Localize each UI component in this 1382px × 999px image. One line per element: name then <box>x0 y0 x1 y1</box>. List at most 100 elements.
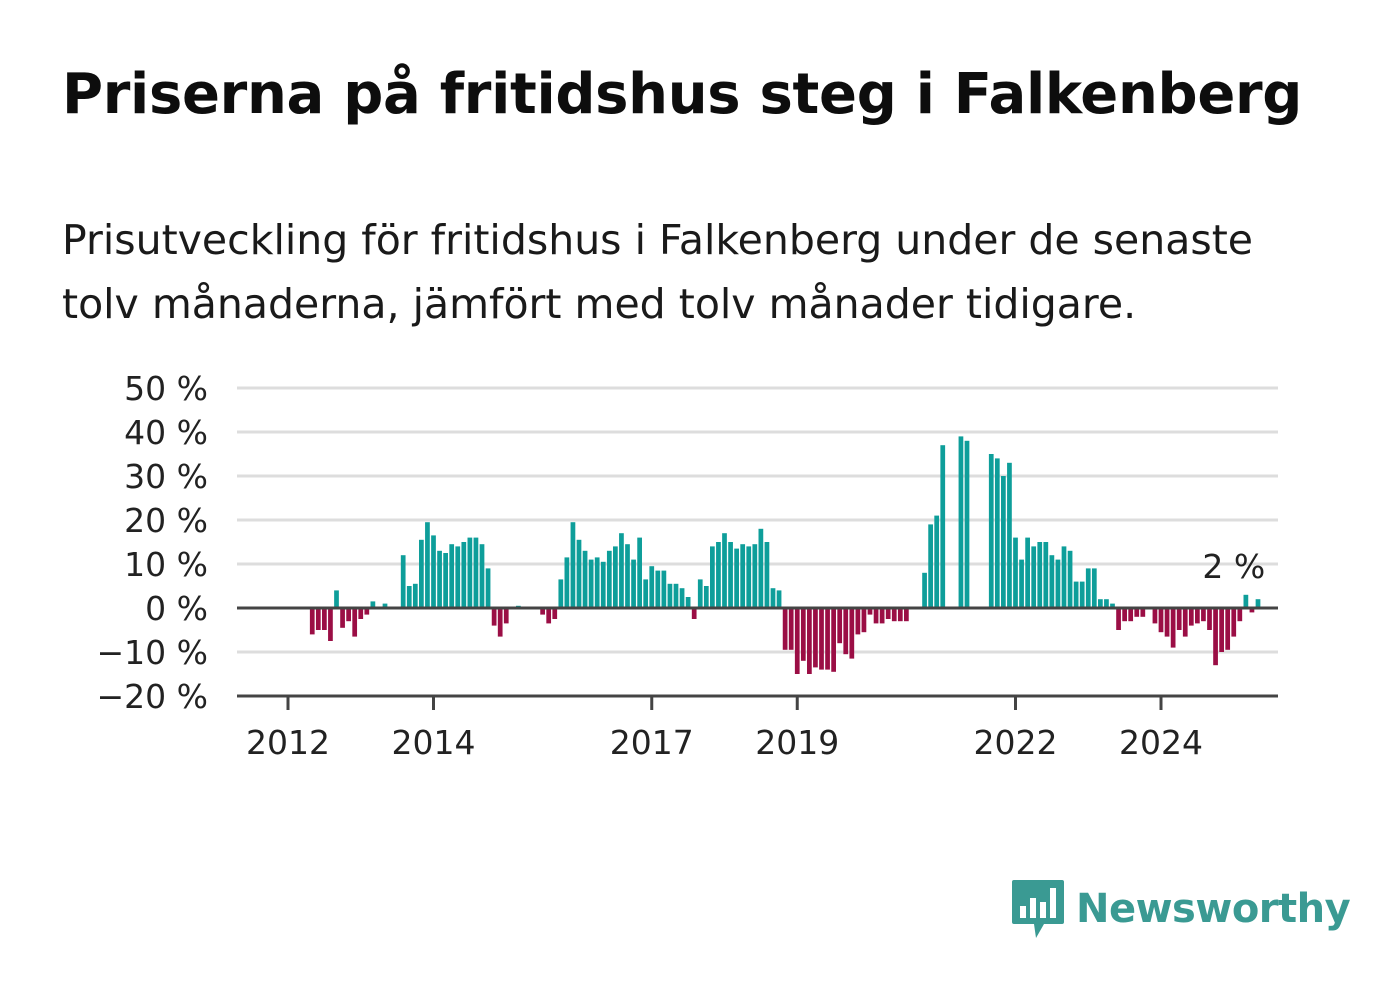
bar <box>334 590 339 608</box>
bar <box>606 550 612 608</box>
y-tick-label: −20 % <box>97 677 209 716</box>
newsworthy-logo: Newsworthy <box>1010 878 1351 940</box>
y-tick-label: −10 % <box>97 633 209 672</box>
y-tick-label: 30 % <box>124 457 208 496</box>
bar <box>467 537 473 608</box>
bar <box>315 608 321 630</box>
bar <box>788 608 794 650</box>
bar <box>425 522 430 608</box>
chart-subtitle: Prisutveckling för fritidshus i Falkenbe… <box>62 216 1254 328</box>
bar <box>582 550 588 608</box>
bar <box>782 608 788 650</box>
bar <box>594 557 600 608</box>
bar <box>1249 608 1255 613</box>
bar <box>940 445 946 608</box>
bar <box>928 524 933 608</box>
bar <box>1176 608 1182 630</box>
bar <box>994 458 1000 608</box>
bar <box>309 608 315 635</box>
bar <box>988 454 994 608</box>
bar <box>861 608 867 633</box>
x-tick-label: 2022 <box>974 723 1058 762</box>
bar <box>867 608 873 615</box>
bar <box>703 586 709 608</box>
bar <box>370 601 376 608</box>
y-tick-label: 40 % <box>124 413 208 452</box>
bar <box>570 522 576 608</box>
bar <box>613 546 618 608</box>
x-tick-label: 2024 <box>1119 723 1203 762</box>
bar <box>1237 608 1243 622</box>
bar <box>728 542 733 608</box>
bar <box>1061 546 1067 608</box>
bar <box>358 608 364 619</box>
bar <box>576 539 582 608</box>
bar <box>1049 555 1055 608</box>
bar <box>770 588 776 608</box>
bar <box>807 608 812 674</box>
bar <box>758 528 764 608</box>
bar <box>891 608 897 622</box>
x-tick-label: 2019 <box>755 723 839 762</box>
bar <box>879 608 885 624</box>
bar <box>655 570 661 608</box>
last-value-label: 2 % <box>1202 547 1265 586</box>
bar <box>552 608 558 619</box>
bar <box>328 608 333 641</box>
bar <box>619 533 624 608</box>
bar <box>1207 608 1212 630</box>
bar <box>419 539 424 608</box>
bar <box>958 436 964 608</box>
bar <box>1219 608 1224 652</box>
bar <box>1255 599 1261 608</box>
bar <box>885 608 891 619</box>
bar <box>625 544 630 608</box>
bar <box>1019 559 1024 608</box>
bar <box>1091 568 1097 608</box>
bar <box>1225 608 1231 650</box>
bar <box>322 608 327 630</box>
bar <box>497 608 503 637</box>
bar <box>485 568 491 608</box>
bar <box>964 440 970 608</box>
y-tick-label: 50 % <box>124 369 208 408</box>
chart-title: Priserna på fritidshus steg i Falkenberg <box>62 62 1303 127</box>
bar <box>473 537 479 608</box>
bar <box>1079 581 1085 608</box>
bar <box>643 579 649 608</box>
bar <box>1043 542 1049 608</box>
bar <box>540 608 545 615</box>
bar <box>873 608 879 624</box>
bar <box>346 608 351 622</box>
bar <box>431 535 436 608</box>
bar <box>1116 608 1121 630</box>
bar <box>716 542 721 608</box>
bar <box>364 608 370 615</box>
bar <box>800 608 806 661</box>
bar <box>631 559 636 608</box>
bar <box>1104 599 1109 608</box>
newsworthy-bar-chart-icon <box>1012 880 1064 938</box>
bar <box>1067 550 1073 608</box>
bar <box>661 570 667 608</box>
bar <box>794 608 800 674</box>
bar <box>667 583 673 608</box>
bar <box>461 542 467 608</box>
bar <box>1085 568 1091 608</box>
bar <box>1098 599 1103 608</box>
bar <box>443 553 448 608</box>
bar <box>340 608 345 628</box>
x-tick-label: 2012 <box>246 723 330 762</box>
bar <box>813 608 818 668</box>
bar <box>491 608 497 626</box>
bar <box>503 608 509 624</box>
bar <box>776 590 782 608</box>
bar <box>710 546 715 608</box>
x-tick-label: 2014 <box>392 723 476 762</box>
bar <box>382 603 388 608</box>
bar <box>1243 594 1249 608</box>
bar <box>455 546 461 608</box>
bar <box>600 561 606 608</box>
bar <box>843 608 849 655</box>
